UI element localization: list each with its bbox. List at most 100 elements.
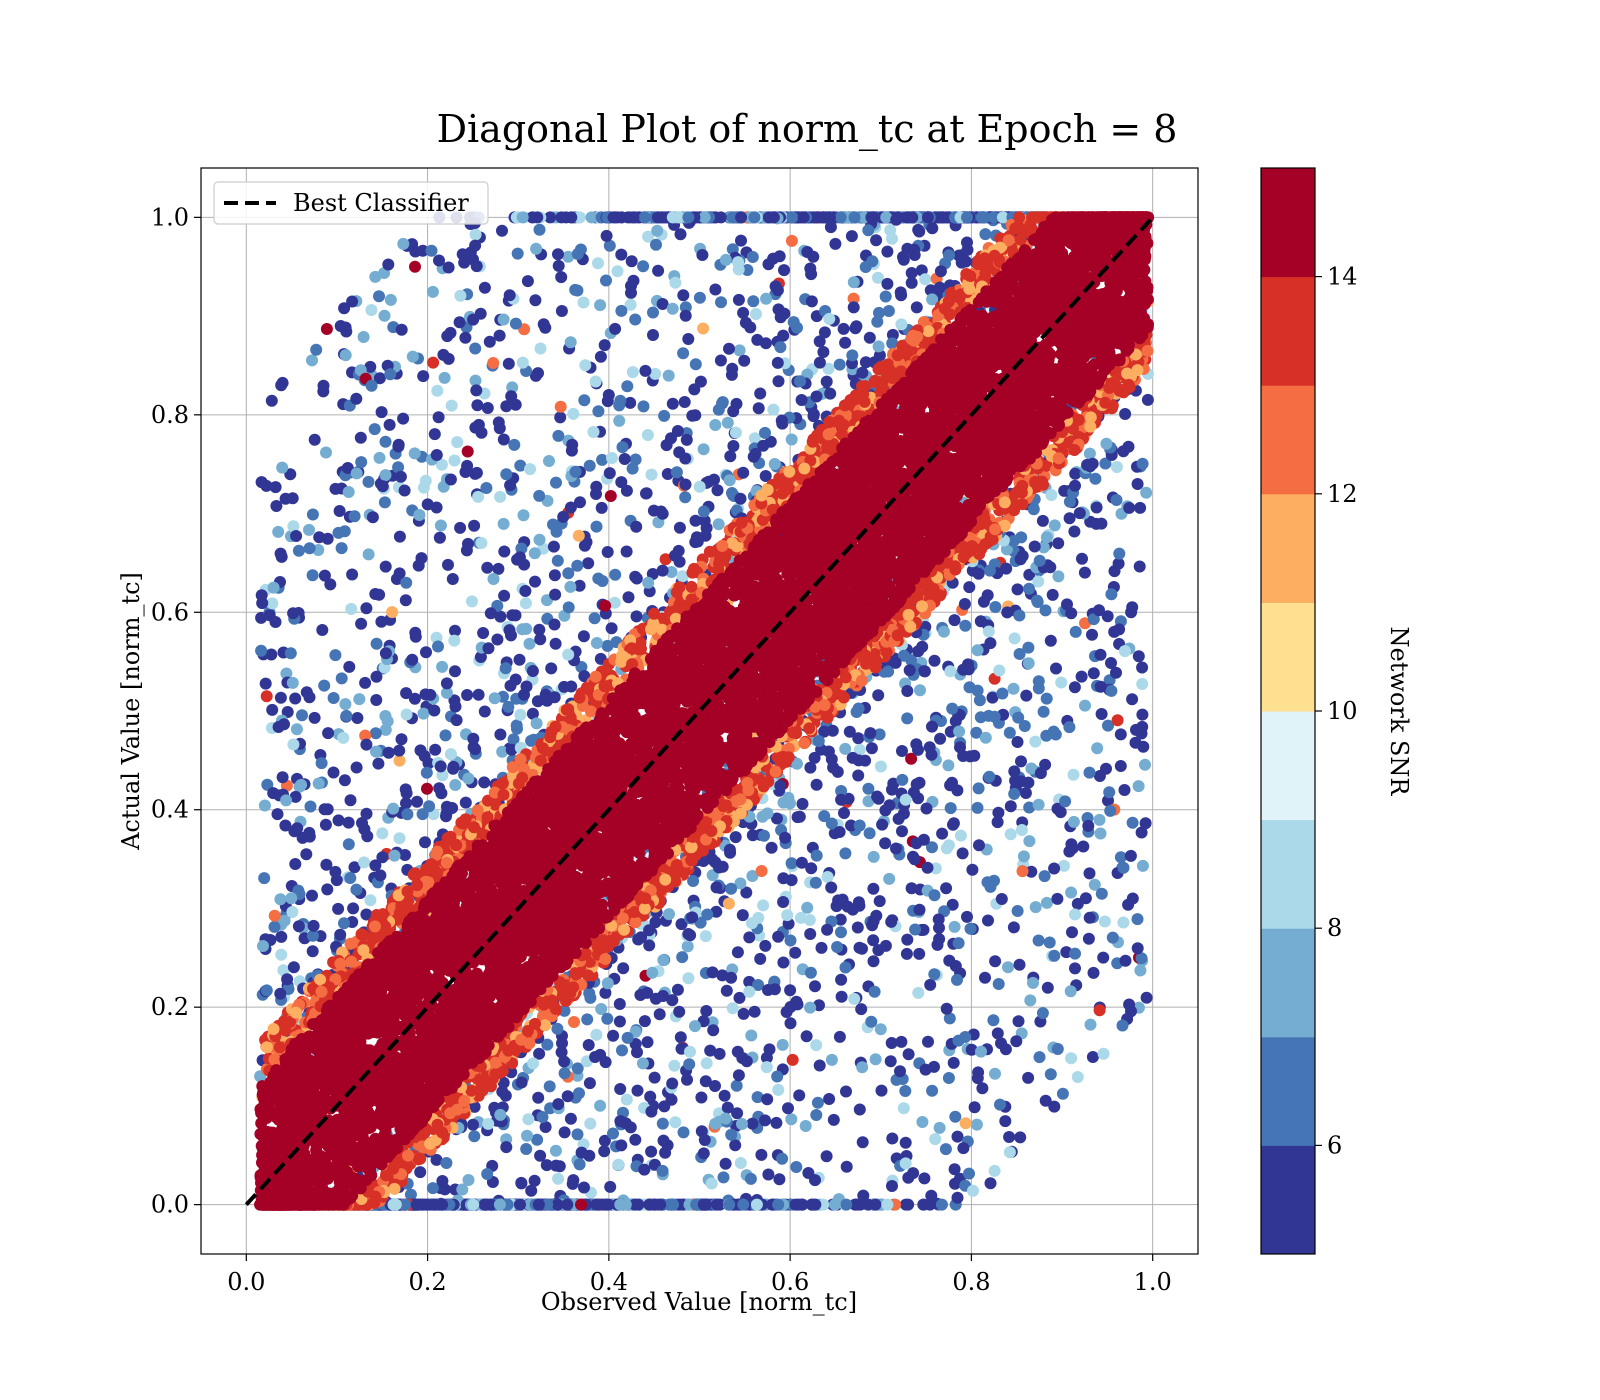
scatter-point xyxy=(429,743,442,756)
scatter-point xyxy=(393,832,406,845)
scatter-point xyxy=(1032,798,1045,811)
scatter-point xyxy=(712,403,725,416)
scatter-point xyxy=(682,928,695,940)
scatter-point xyxy=(419,836,431,849)
scatter-point xyxy=(820,1150,833,1163)
scatter-point xyxy=(284,647,297,660)
scatter-point xyxy=(408,692,421,705)
scatter-point xyxy=(287,738,300,751)
scatter-point xyxy=(583,459,596,472)
scatter-point xyxy=(815,941,828,954)
scatter-point xyxy=(874,760,887,773)
scatter-point xyxy=(666,397,679,410)
scatter-point xyxy=(533,1047,546,1060)
scatter-point xyxy=(940,882,953,895)
scatter-point xyxy=(744,1172,757,1185)
scatter-point xyxy=(324,578,337,591)
scatter-point xyxy=(280,667,293,680)
scatter-point xyxy=(865,1015,878,1028)
scatter-point xyxy=(697,1147,710,1160)
scatter-point xyxy=(588,612,601,625)
scatter-point xyxy=(577,296,590,309)
scatter-point xyxy=(620,1093,633,1106)
scatter-point xyxy=(478,281,491,294)
scatter-point xyxy=(673,1005,686,1018)
scatter-point xyxy=(963,1167,975,1180)
scatter-point xyxy=(666,1077,679,1090)
scatter-point xyxy=(482,642,495,655)
scatter-point xyxy=(795,394,808,406)
scatter-point xyxy=(308,433,321,446)
scatter-point xyxy=(506,381,519,394)
scatter-point xyxy=(776,1152,789,1165)
scatter-point xyxy=(592,405,605,418)
scatter-point xyxy=(360,602,373,615)
scatter-point xyxy=(477,627,490,639)
scatter-point xyxy=(379,469,392,482)
scatter-point xyxy=(886,1132,899,1145)
scatter-point xyxy=(1027,976,1039,989)
scatter-point xyxy=(555,271,568,284)
scatter-point xyxy=(533,489,546,502)
scatter-point xyxy=(897,1102,910,1115)
scatter-point xyxy=(621,380,634,393)
scatter-point xyxy=(1029,735,1042,748)
scatter-point xyxy=(1016,865,1029,878)
scatter-point xyxy=(807,408,820,421)
scatter-point xyxy=(440,686,453,699)
scatter-point xyxy=(285,892,298,905)
scatter-point xyxy=(599,1056,612,1069)
scatter-point xyxy=(962,663,975,676)
scatter-point xyxy=(340,325,353,338)
scatter-point xyxy=(971,644,984,657)
scatter-point xyxy=(725,1128,738,1141)
scatter-point xyxy=(982,914,994,927)
scatter-point xyxy=(981,876,994,889)
scatter-point xyxy=(1125,606,1138,619)
scatter-point xyxy=(885,1037,898,1049)
scatter-point xyxy=(771,1070,784,1083)
scatter-point xyxy=(566,438,579,451)
scatter-point xyxy=(433,531,446,544)
scatter-point xyxy=(947,1056,960,1069)
scatter-point xyxy=(899,1136,912,1149)
scatter-point xyxy=(979,731,992,744)
scatter-point xyxy=(338,774,351,787)
scatter-point xyxy=(537,318,550,331)
scatter-point xyxy=(821,923,834,936)
scatter-point xyxy=(723,843,736,856)
scatter-point xyxy=(880,211,893,224)
scatter-point xyxy=(1094,648,1107,661)
scatter-point xyxy=(940,842,953,855)
scatter-point xyxy=(810,390,823,403)
scatter-point xyxy=(632,1198,645,1211)
scatter-point xyxy=(982,625,995,638)
scatter-point xyxy=(785,874,798,887)
scatter-point xyxy=(989,601,1002,613)
scatter-point xyxy=(932,913,945,926)
scatter-point xyxy=(926,720,938,733)
scatter-point xyxy=(943,954,956,967)
scatter-point xyxy=(614,1083,627,1095)
scatter-point xyxy=(1110,666,1122,679)
scatter-point xyxy=(1050,662,1062,675)
scatter-point xyxy=(994,1098,1006,1111)
scatter-point xyxy=(824,221,837,234)
scatter-point xyxy=(621,1031,634,1044)
scatter-point xyxy=(901,933,914,946)
scatter-point xyxy=(663,908,675,921)
scatter-point xyxy=(665,566,678,578)
scatter-point xyxy=(784,934,797,947)
scatter-point xyxy=(731,1107,744,1120)
scatter-point xyxy=(971,801,984,814)
scatter-point xyxy=(677,347,690,360)
scatter-point xyxy=(562,250,575,263)
scatter-point xyxy=(755,865,768,877)
scatter-point xyxy=(274,547,287,560)
scatter-point xyxy=(852,769,865,782)
scatter-point xyxy=(1004,828,1017,841)
scatter-point xyxy=(813,356,826,369)
scatter-point xyxy=(785,433,798,446)
scatter-point xyxy=(1029,901,1042,914)
scatter-point xyxy=(332,526,345,539)
